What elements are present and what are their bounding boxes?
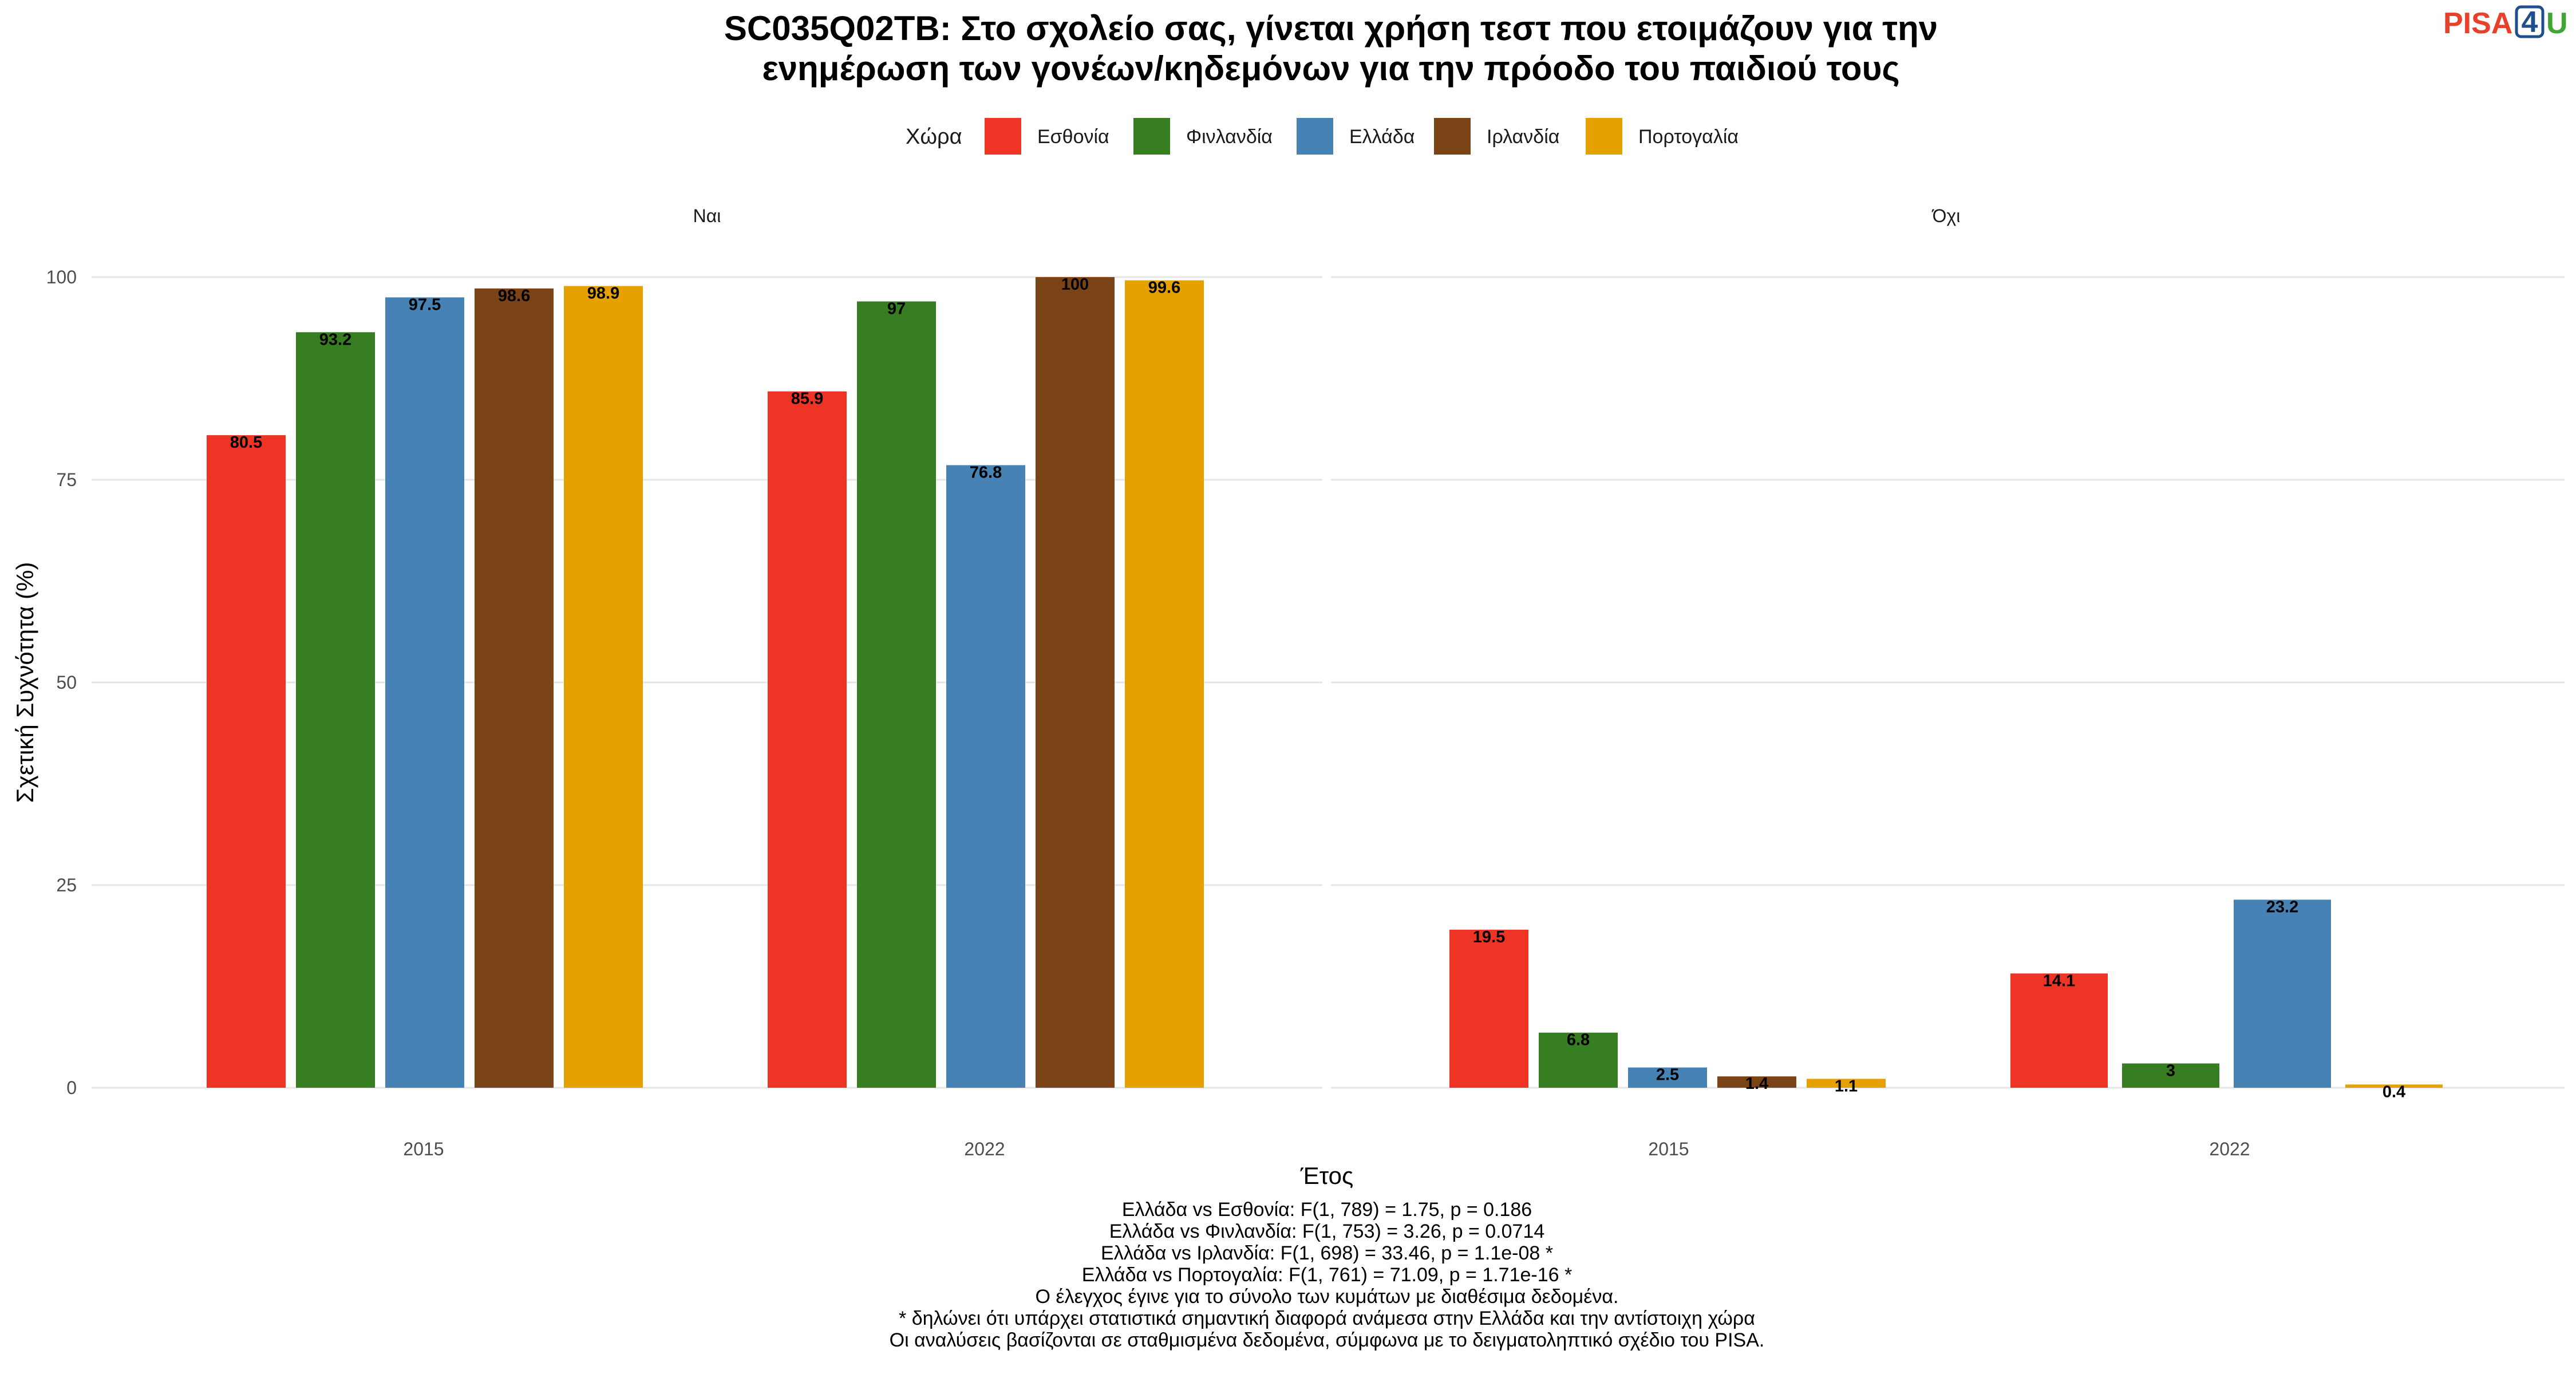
x-tick-label: 2022 [964, 1139, 1005, 1159]
y-tick-label: 50 [56, 672, 77, 693]
bar-value-label: 1.4 [1745, 1075, 1768, 1093]
y-tick-label: 100 [46, 267, 77, 287]
y-tick-label: 25 [56, 875, 77, 895]
footnote-line: Ελλάδα vs Φινλανδία: F(1, 753) = 3.26, p… [1109, 1221, 1545, 1242]
bar [1036, 277, 1115, 1088]
legend-label: Φινλανδία [1186, 126, 1273, 148]
bar [2122, 1063, 2219, 1088]
legend-title: Χώρα [906, 125, 962, 149]
y-axis-title: Σχετική Συχνότητα (%) [11, 562, 38, 803]
x-tick-label: 2022 [2209, 1139, 2250, 1159]
bar-value-label: 23.2 [2266, 898, 2298, 916]
bar [946, 465, 1025, 1088]
legend: Χώρα Εσθονία Φινλανδία Ελλάδα Ιρλανδία Πορτογ… [906, 118, 1739, 155]
bar-value-label: 80.5 [230, 433, 262, 452]
bar-value-label: 98.6 [498, 287, 530, 305]
legend-swatch [1297, 118, 1333, 155]
bar [857, 301, 936, 1088]
logo-text-u: U [2546, 7, 2568, 40]
svg-text:4: 4 [2522, 6, 2538, 39]
legend-swatch [1133, 118, 1170, 155]
bar-value-label: 97 [887, 299, 906, 318]
bar [564, 286, 643, 1088]
bar-value-label: 14.1 [2043, 972, 2075, 990]
legend-swatch [1434, 118, 1471, 155]
bar-value-label: 3 [2166, 1062, 2175, 1080]
bar [385, 297, 464, 1088]
x-tick-label: 2015 [1648, 1139, 1689, 1159]
footnote-line: Οι αναλύσεις βασίζονται σε σταθμισμένα δ… [890, 1329, 1765, 1351]
legend-label: Ιρλανδία [1487, 126, 1559, 148]
svg-text:U: U [2546, 7, 2568, 40]
bar [768, 391, 847, 1088]
bar-value-label: 1.1 [1835, 1077, 1858, 1095]
bar [475, 288, 554, 1088]
bar [1539, 1032, 1618, 1088]
footnote-line: Ελλάδα vs Ιρλανδία: F(1, 698) = 33.46, p… [1101, 1242, 1553, 1264]
axes: 0 25 50 75 100 Σχετική Συχνότητα (%) Έτος [11, 267, 1353, 1189]
svg-text:PISA: PISA [2443, 7, 2512, 40]
panel: Όχι 19.5 6.8 2.5 1.4 1.1 2015 14.1 3 23.2 0.4 2022 [1331, 206, 2565, 1159]
x-tick-label: 2015 [403, 1139, 444, 1159]
bar-value-label: 93.2 [319, 330, 351, 349]
bar-value-label: 85.9 [791, 390, 823, 408]
bar [2010, 973, 2108, 1088]
chart-title: SC035Q02TB: Στο σχολείο σας, γίνεται χρή… [724, 9, 1938, 88]
footnote-line: Ελλάδα vs Εσθονία: F(1, 789) = 1.75, p =… [1122, 1199, 1532, 1221]
bar [1807, 1079, 1886, 1088]
bar [2234, 899, 2331, 1088]
panel: Ναι 80.5 93.2 97.5 98.6 98.9 2015 85.9 97 76.8 100… [92, 206, 1322, 1159]
logo-box [2515, 5, 2545, 38]
bar [2345, 1084, 2443, 1088]
x-axis-title: Έτος [1300, 1162, 1354, 1189]
bar [1628, 1067, 1707, 1088]
bar-value-label: 6.8 [1567, 1031, 1590, 1049]
bar-value-label: 100 [1061, 275, 1089, 294]
bar [1449, 929, 1528, 1088]
bar-value-label: 0.4 [2383, 1083, 2405, 1101]
panel-strip-label: Ναι [693, 206, 721, 226]
y-tick-label: 75 [56, 469, 77, 490]
bar-value-label: 76.8 [970, 464, 1002, 482]
bar-value-label: 97.5 [409, 295, 441, 314]
panel-strip-label: Όχι [1931, 206, 1961, 226]
plot-panels: Ναι 80.5 93.2 97.5 98.6 98.9 2015 85.9 97 76.8 100… [92, 206, 2565, 1159]
bar [1717, 1076, 1796, 1088]
bar-value-label: 99.6 [1148, 279, 1180, 297]
legend-label: Ελλάδα [1349, 126, 1415, 148]
footnote-line: Ελλάδα vs Πορτογαλία: F(1, 761) = 71.09,… [1082, 1264, 1572, 1286]
footnote-line: Ο έλεγχος έγινε για το σύνολο των κυμάτω… [1036, 1286, 1619, 1308]
chart-title-line: SC035Q02TB: Στο σχολείο σας, γίνεται χρή… [724, 9, 1938, 48]
logo: PISA 4 U [2443, 5, 2568, 40]
legend-label: Εσθονία [1037, 126, 1109, 148]
bar [207, 435, 286, 1088]
logo-text-4: 4 [2522, 6, 2538, 39]
bar [1125, 280, 1204, 1088]
y-tick-label: 0 [66, 1077, 77, 1098]
bar-value-label: 98.9 [587, 285, 619, 303]
footnote-line: * δηλώνει ότι υπάρχει στατιστικά σημαντι… [899, 1308, 1755, 1329]
logo-text-pisa: PISA [2443, 7, 2512, 40]
legend-label: Πορτογαλία [1638, 126, 1739, 148]
bar [296, 332, 375, 1088]
legend-swatch [985, 118, 1021, 155]
chart-title-line: ενημέρωση των γονέων/κηδεμόνων για την π… [762, 49, 1899, 88]
bar-value-label: 2.5 [1656, 1066, 1679, 1084]
bar-value-label: 19.5 [1473, 928, 1505, 946]
legend-swatch [1586, 118, 1622, 155]
footnotes: Ελλάδα vs Εσθονία: F(1, 789) = 1.75, p =… [890, 1199, 1765, 1351]
